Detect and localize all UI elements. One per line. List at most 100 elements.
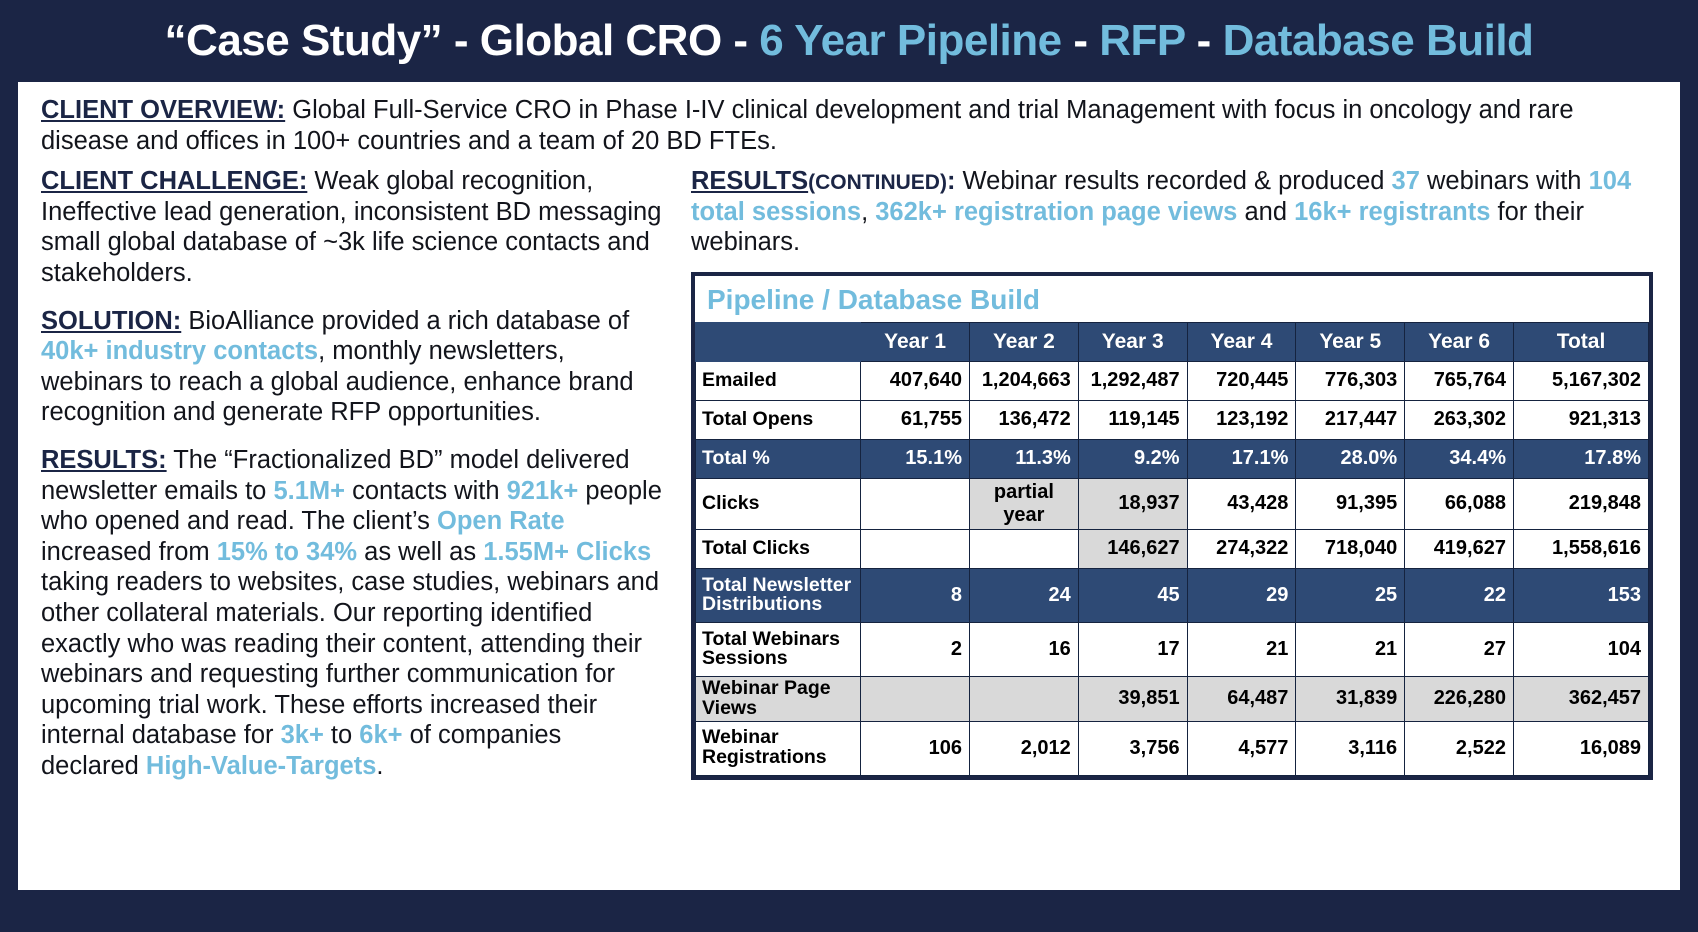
table-cell: 21 [1186,621,1297,677]
table-column-header: Year 2 [969,321,1079,362]
results-continued-label-colon: : [946,167,956,196]
table-cell: 15.1% [860,438,970,479]
results-continued-highlight-2: 104 total sessions [691,167,1632,226]
table-cell: 18,937 [1077,477,1188,530]
table-cell: partial year [969,477,1079,530]
results-highlight-4: 15% to 34% [216,537,358,566]
results-highlight-2: 921k+ [506,476,579,505]
table-cell: 104 [1512,621,1650,677]
table-cell: 123,192 [1186,399,1297,440]
table-cell: 16,089 [1512,720,1650,776]
table-cell: 61,755 [860,399,970,440]
table-column-header: Total [1512,321,1650,362]
table-row-label: Webinar Registrations [694,720,862,776]
results-text-9: . [376,751,384,780]
table-cell: 17.8% [1512,438,1650,479]
results-text-8: of companies declared [41,721,562,780]
table-row: Emailed 407,640 1,204,663 1,292,487 720,445 7… [694,360,1650,401]
table-cell [969,528,1079,569]
results-continued-text-2: webinars with [1419,167,1589,196]
table-column-header: Year 6 [1404,321,1514,362]
table-cell [860,675,970,722]
table-cell: 27 [1404,621,1514,677]
table-cell: 45 [1077,567,1188,623]
table-row: Clicks partial year 18,937 43,428 91,395 66,0… [694,477,1650,530]
table-cell: 39,851 [1077,675,1188,722]
results-highlight-6: 3k+ [280,721,324,750]
table-cell: 31,839 [1295,675,1406,722]
table-cell: 765,764 [1404,360,1514,401]
table-cell: 776,303 [1295,360,1406,401]
results-text-2: contacts with [345,476,507,505]
client-challenge-label: CLIENT CHALLENGE: [41,167,308,196]
table-cell: 21 [1295,621,1406,677]
table-cell: 136,472 [969,399,1079,440]
pipeline-table: Year 1 Year 2 Year 3 Year 4 Year 5 Year 6 Tota… [694,321,1650,776]
table-cell: 274,322 [1186,528,1297,569]
table-row: Webinar Page Views 39,851 64,487 31,839 226,… [694,675,1650,722]
table-cell: 2,522 [1404,720,1514,776]
results-continued-label: RESULTS [691,167,809,196]
table-cell: 11.3% [969,438,1079,479]
results-continued-highlight-4: 16k+ registrants [1294,197,1491,226]
results-highlight-1: 5.1M+ [273,476,346,505]
results-highlight-8: High-Value-Targets [145,751,377,780]
table-cell: 146,627 [1077,528,1188,569]
table-cell: 4,577 [1186,720,1297,776]
table-column-header: Year 3 [1077,321,1188,362]
table-cell: 17 [1077,621,1188,677]
table-row-label: Total Opens [694,399,862,440]
table-row: Total % 15.1% 11.3% 9.2% 17.1% 28.0% 34.4% 17.8… [694,438,1650,479]
client-overview-section: CLIENT OVERVIEW: Global Full-Service CRO… [21,85,1677,160]
table-row: Total Webinars Sessions 2 16 17 21 21 27 104 [694,621,1650,677]
pipeline-table-frame: Pipeline / Database Build Year 1 Year 2 Ye… [691,271,1653,780]
table-row: Total Newsletter Distributions 8 24 45 29 25 2… [694,567,1650,623]
table-cell: 219,848 [1512,477,1650,530]
results-continued-text-4: and [1237,197,1295,226]
table-row: Total Opens 61,755 136,472 119,145 123,192 21… [694,399,1650,440]
title-part-4: RFP [1099,16,1185,65]
table-cell: 419,627 [1404,528,1514,569]
title-part-2: 6 Year Pipeline [759,16,1062,65]
table-cell: 5,167,302 [1512,360,1650,401]
table-cell: 2,012 [969,720,1079,776]
results-continued-highlight-3: 362k+ registration page views [875,197,1238,226]
right-column: RESULTS(CONTINUED): Webinar results reco… [683,160,1677,887]
table-row-label: Clicks [694,477,862,530]
table-column-header: Year 4 [1186,321,1297,362]
table-cell: 16 [969,621,1079,677]
results-highlight-5: 1.55M+ Clicks [483,537,652,566]
table-header-row: Year 1 Year 2 Year 3 Year 4 Year 5 Year 6 Tota… [694,321,1650,362]
results-text-5: as well as [357,537,484,566]
table-column-header: Year 5 [1295,321,1406,362]
table-cell [969,675,1079,722]
table-cell: 1,204,663 [969,360,1079,401]
header-bar: “Case Study” - Global CRO - 6 Year Pipel… [0,0,1698,82]
table-cell: 34.4% [1404,438,1514,479]
table-cell: 362,457 [1512,675,1650,722]
table-cell: 17.1% [1186,438,1297,479]
table-cell: 720,445 [1186,360,1297,401]
table-cell: 29 [1186,567,1297,623]
table-cell: 24 [969,567,1079,623]
table-row-label: Total % [694,438,862,479]
table-row-label: Total Webinars Sessions [694,621,862,677]
table-cell: 3,756 [1077,720,1188,776]
solution-label: SOLUTION: [41,306,182,335]
table-cell: 64,487 [1186,675,1297,722]
results-continued-text-5: for their webinars. [691,197,1584,257]
solution-text-1: BioAlliance provided a rich database of [181,306,630,335]
results-highlight-3: Open Rate [437,507,565,536]
table-row-label: Total Newsletter Distributions [694,567,862,623]
two-column-body: CLIENT CHALLENGE: Weak global recognitio… [21,160,1677,887]
table-cell: 8 [860,567,970,623]
client-challenge-text: Weak global recognition, Ineffective lea… [41,167,662,287]
table-cell: 226,280 [1404,675,1514,722]
table-body: Emailed 407,640 1,204,663 1,292,487 720,445 7… [694,360,1650,776]
results-text-7: to [323,721,360,750]
results-continued-text-1: Webinar results recorded & produced [955,167,1392,196]
content-panel: CLIENT OVERVIEW: Global Full-Service CRO… [18,82,1680,890]
results-continued-label-small: (CONTINUED) [808,171,947,195]
results-highlight-7: 6k+ [359,721,403,750]
table-cell: 153 [1512,567,1650,623]
